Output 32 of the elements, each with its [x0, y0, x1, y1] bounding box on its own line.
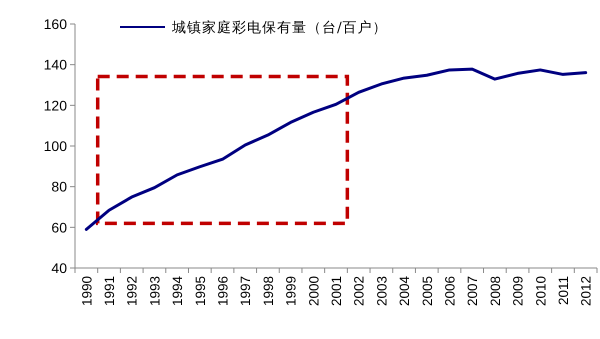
x-tick-label: 2009	[510, 276, 526, 306]
y-tick-label: 80	[51, 178, 68, 195]
y-tick-label: 120	[44, 97, 68, 114]
x-tick-label: 2000	[306, 276, 322, 306]
y-tick-label: 100	[44, 138, 68, 154]
x-tick-label: 2002	[352, 276, 367, 306]
legend-label: 城镇家庭彩电保有量（台/百户）	[171, 20, 388, 36]
x-tick-label: 2010	[533, 276, 548, 306]
x-tick-label: 2008	[488, 276, 503, 306]
x-tick-label: 2004	[397, 276, 412, 306]
x-tick-label: 1994	[170, 276, 186, 306]
x-tick-label: 1992	[124, 276, 140, 306]
x-tick-label: 1996	[216, 276, 231, 306]
x-tick-label: 2006	[442, 276, 458, 306]
x-tick-label: 1991	[102, 276, 118, 306]
x-tick-label: 2011	[556, 276, 571, 306]
x-tick-label: 1990	[79, 276, 94, 306]
x-tick-label: 1997	[238, 276, 254, 306]
x-tick-label: 1993	[147, 276, 162, 306]
x-tick-label: 1999	[284, 276, 299, 306]
x-tick-label: 2003	[374, 276, 390, 306]
x-tick-label: 1998	[260, 276, 276, 306]
x-tick-label: 1995	[192, 276, 208, 306]
line-series	[84, 68, 588, 231]
y-tick-label: 160	[44, 16, 68, 32]
y-tick-label: 140	[44, 56, 68, 73]
y-tick-label: 40	[51, 260, 68, 276]
y-tick-label: 60	[51, 219, 68, 236]
x-tick-label: 2007	[465, 276, 480, 306]
x-tick-label: 2012	[578, 276, 594, 306]
x-tick-label: 2005	[420, 276, 435, 306]
x-tick-label: 2001	[329, 276, 344, 306]
